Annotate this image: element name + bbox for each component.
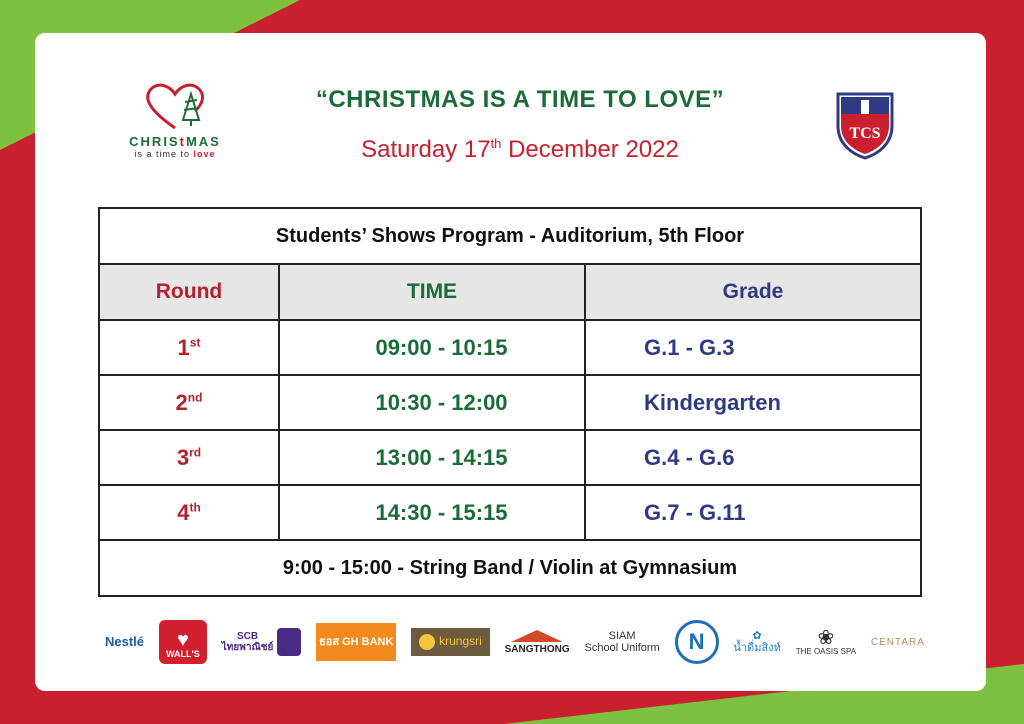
sponsor-ghbank-logo: ธอส GH BANK [316,623,397,661]
grade-cell: G.7 - G.11 [584,484,922,541]
header-time: TIME [278,263,586,321]
krungsri-emblem-icon [419,634,436,650]
sponsor-nestle-logo: Nestlé [105,633,145,649]
table-footer-note: 9:00 - 15:00 - String Band / Violin at G… [98,539,922,597]
time-cell: 13:00 - 14:15 [278,429,586,486]
grade-cell: G.4 - G.6 [584,429,922,486]
lion-icon: ✿ [752,629,762,642]
grade-cell: Kindergarten [584,374,922,431]
table-row: 4th 14:30 - 15:15 G.7 - G.11 [98,484,922,541]
header-grade: Grade [584,263,922,321]
sponsor-scb-logo: SCB ไทยพาณิชย์ [222,628,302,656]
school-crest-logo: TCS [832,86,898,162]
sponsor-logos: Nestlé ♥ WALL'S SCB ไทยพาณิชย์ ธอส GH BAN… [105,618,925,666]
round-cell: 3rd [98,429,280,486]
sponsor-n-logo: N [674,620,719,664]
scb-emblem-icon [277,628,302,656]
sponsor-sangthong-logo: SANGTHONG [505,629,570,655]
table-row: 3rd 13:00 - 14:15 G.4 - G.6 [98,429,922,486]
sponsor-walls-logo: ♥ WALL'S [158,620,207,664]
round-cell: 2nd [98,374,280,431]
header-round: Round [98,263,280,321]
table-footer-row: 9:00 - 15:00 - String Band / Violin at G… [98,539,922,597]
time-cell: 09:00 - 10:15 [278,319,586,376]
lotus-icon: ❀ [817,626,835,649]
sponsor-singha-water-logo: ✿ น้ำดื่มสิงห์ [733,629,781,654]
sponsor-krungsri-logo: krungsri [411,628,490,656]
roof-icon [511,629,564,642]
shows-program-table: Students’ Shows Program - Auditorium, 5t… [98,207,922,597]
sponsor-oasis-spa-logo: ❀ THE OASIS SPA [795,626,857,656]
heart-icon: ♥ [176,629,189,652]
time-cell: 10:30 - 12:00 [278,374,586,431]
heart-tree-icon [146,83,204,130]
table-row: 1st 09:00 - 10:15 G.1 - G.3 [98,319,922,376]
round-cell: 1st [98,319,280,376]
christmas-logo-word: CHRIStMAS [129,134,221,149]
table-caption-row: Students’ Shows Program - Auditorium, 5t… [98,207,922,265]
sponsor-centara-logo: CENTARA [870,636,925,648]
school-crest-icon: TCS [836,92,894,160]
round-cell: 4th [98,484,280,541]
event-title: “CHRISTMAS IS A TIME TO LOVE” [315,86,725,113]
christmas-logo: CHRIStMAS is a time to love [95,80,255,180]
grade-cell: G.1 - G.3 [584,319,922,376]
table-row: 2nd 10:30 - 12:00 Kindergarten [98,374,922,431]
svg-text:TCS: TCS [849,125,880,142]
sponsor-siam-uniform-logo: SIAM School Uniform [584,629,660,654]
event-date: Saturday 17th December 2022 [361,136,679,163]
table-caption: Students’ Shows Program - Auditorium, 5t… [98,207,922,265]
christmas-logo-tagline: is a time to love [134,149,216,159]
table-header-row: Round TIME Grade [98,263,922,321]
time-cell: 14:30 - 15:15 [278,484,586,541]
